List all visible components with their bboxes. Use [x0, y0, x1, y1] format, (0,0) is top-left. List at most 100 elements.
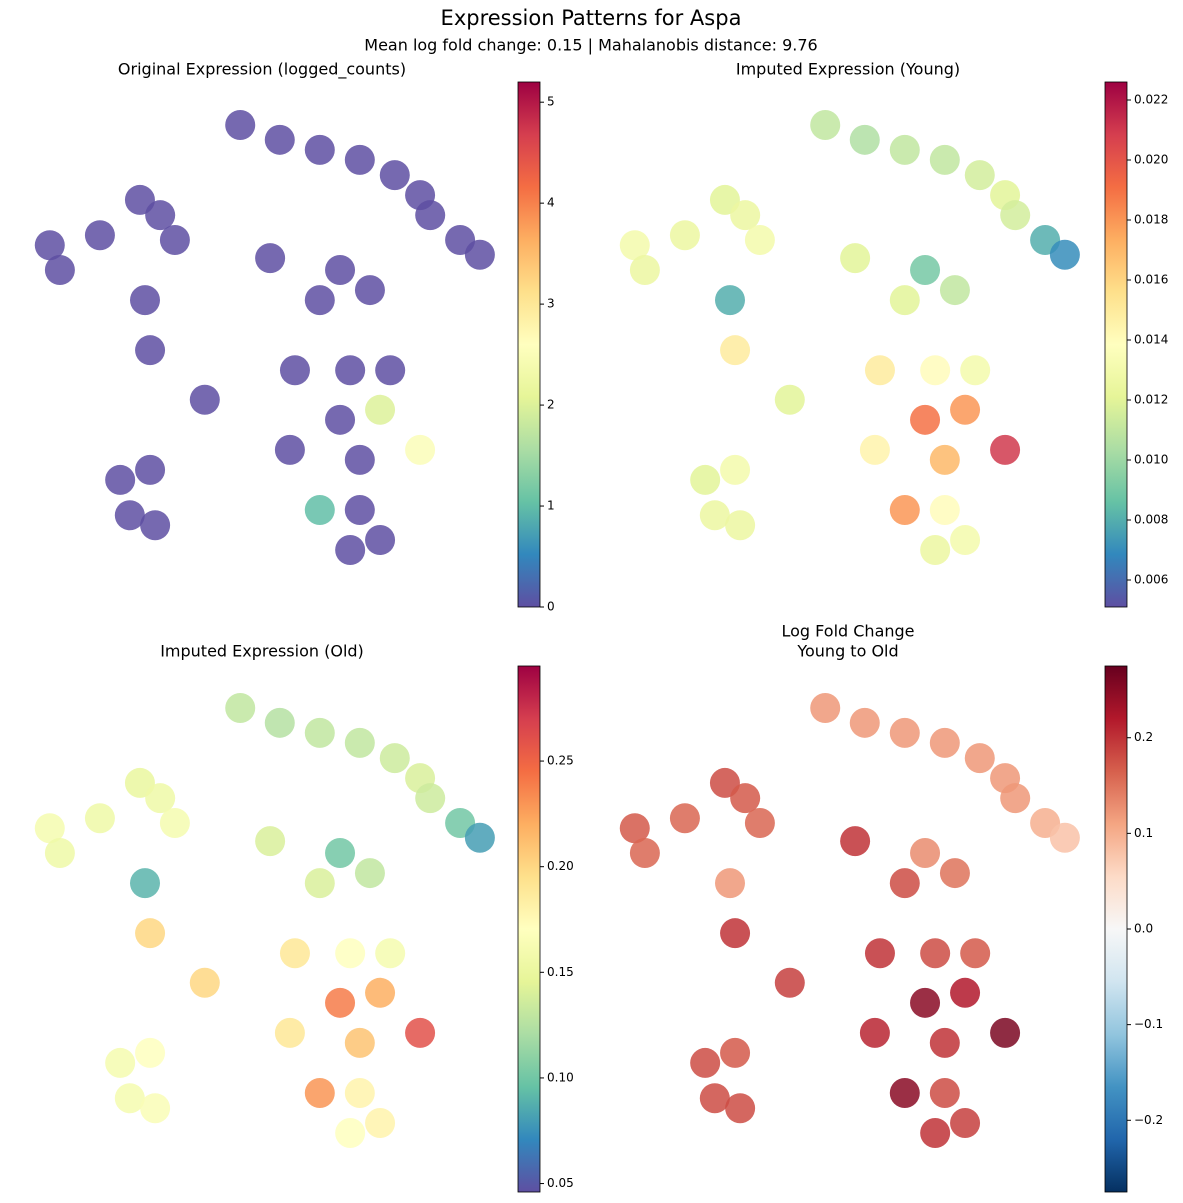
colorbar-tick-label: 0.1 — [1134, 826, 1153, 840]
cell-point — [929, 144, 960, 175]
cell-point — [774, 967, 805, 998]
cell-point — [274, 1017, 305, 1048]
cell-point — [114, 1083, 145, 1114]
colorbar-tick-label: 1 — [547, 499, 555, 513]
colorbar-tick-label: 5 — [547, 95, 555, 109]
cell-point — [279, 355, 310, 386]
cell-point — [375, 355, 406, 386]
cell-point — [135, 335, 166, 366]
cell-point — [189, 967, 220, 998]
colorbar-tick-label: 0.006 — [1134, 573, 1168, 587]
colorbar — [1104, 665, 1128, 1193]
cell-point — [889, 868, 920, 899]
cell-point — [964, 743, 995, 774]
cell-point — [840, 826, 871, 857]
cell-point — [365, 977, 396, 1008]
cell-point — [669, 803, 700, 834]
colorbar-tick-label: 2 — [547, 398, 555, 412]
cell-point — [105, 464, 136, 495]
colorbar-tick-label: 0.020 — [1134, 153, 1168, 167]
cell-point — [774, 384, 805, 415]
cell-point — [939, 858, 970, 889]
cell-point — [920, 938, 951, 969]
cell-point — [744, 224, 775, 255]
cell-point — [699, 1083, 730, 1114]
cell-point — [405, 434, 436, 465]
colorbar-tick-label: 0.20 — [547, 859, 574, 873]
cell-point — [264, 124, 295, 155]
cell-point — [145, 783, 176, 814]
cell-point — [335, 355, 366, 386]
cell-point — [255, 826, 286, 857]
colorbar-tick-label: 0.018 — [1134, 213, 1168, 227]
cell-point — [225, 693, 256, 724]
cell-point — [34, 813, 65, 844]
cell-point — [344, 1027, 375, 1058]
cell-point — [669, 220, 700, 251]
cell-point — [325, 255, 356, 286]
cell-point — [255, 243, 286, 274]
cell-point — [840, 243, 871, 274]
cell-point — [629, 255, 660, 286]
cell-point — [325, 987, 356, 1018]
cell-point — [304, 717, 335, 748]
colorbar-tick-label: 0.016 — [1134, 273, 1168, 287]
figure-title: Expression Patterns for Aspa — [441, 6, 742, 30]
cell-point — [114, 500, 145, 531]
cell-point — [889, 1077, 920, 1108]
cell-point — [335, 938, 366, 969]
cell-point — [990, 1017, 1021, 1048]
cell-point — [159, 224, 190, 255]
colorbar-tick-label: 0.012 — [1134, 393, 1168, 407]
cell-point — [274, 434, 305, 465]
cell-point — [725, 510, 756, 541]
cell-point — [1000, 783, 1031, 814]
cell-point — [344, 727, 375, 758]
cell-point — [715, 285, 745, 316]
cell-point — [730, 200, 761, 231]
cell-point — [950, 394, 981, 425]
cell-point — [725, 1093, 756, 1124]
cell-point — [810, 693, 841, 724]
cell-point — [849, 707, 880, 738]
cell-point — [619, 230, 650, 261]
cell-point — [699, 500, 730, 531]
cell-point — [304, 494, 335, 525]
cell-point — [105, 1047, 136, 1078]
cell-point — [344, 444, 375, 475]
cell-point — [325, 838, 356, 869]
cell-point — [864, 938, 895, 969]
cell-point — [990, 434, 1021, 465]
cell-point — [34, 230, 65, 261]
cell-point — [464, 239, 495, 270]
cell-point — [929, 494, 960, 525]
cell-point — [344, 144, 375, 175]
cell-point — [849, 124, 880, 155]
cell-point — [379, 743, 410, 774]
colorbar-tick-label: −0.1 — [1134, 1017, 1163, 1031]
panel-title: Young to Old — [796, 642, 898, 661]
cell-point — [920, 1118, 951, 1149]
panel-title: Imputed Expression (Old) — [160, 642, 364, 661]
cell-point — [859, 1017, 890, 1048]
cell-point — [304, 868, 335, 899]
panel-title: Original Expression (logged_counts) — [118, 60, 406, 80]
cell-point — [135, 918, 166, 949]
cell-point — [140, 510, 171, 541]
figure-subtitle: Mean log fold change: 0.15 | Mahalanobis… — [364, 36, 817, 55]
colorbar-tick-label: 0.008 — [1134, 513, 1168, 527]
cell-point — [225, 110, 256, 141]
panel-title: Imputed Expression (Young) — [736, 60, 960, 79]
cell-point — [929, 727, 960, 758]
colorbar-tick-label: 0.2 — [1134, 730, 1153, 744]
cell-point — [744, 807, 775, 838]
cell-point — [44, 838, 75, 869]
cell-point — [464, 822, 495, 853]
cell-point — [720, 454, 751, 485]
cell-point — [375, 938, 406, 969]
cell-point — [1000, 200, 1031, 231]
cell-point — [84, 220, 115, 251]
cell-point — [135, 1037, 166, 1068]
cell-point — [135, 454, 166, 485]
